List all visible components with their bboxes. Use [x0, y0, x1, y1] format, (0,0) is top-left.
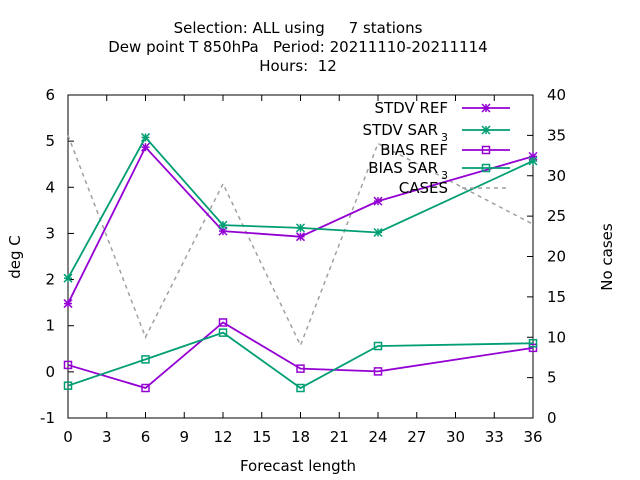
data-point-stdv-sar-3	[218, 220, 228, 230]
y2-tick-label: 10	[547, 328, 566, 346]
y-axis-label: deg C	[6, 235, 24, 279]
series-layer	[63, 132, 538, 393]
y2-tick-label: 20	[547, 248, 566, 266]
series-line-bias-ref	[67, 321, 534, 390]
y-tick-label: 5	[45, 132, 55, 150]
legend-item-stdv-sar-3: STDV SAR 3	[363, 121, 510, 144]
legend-label-subscript: 3	[441, 131, 448, 144]
legend-marker	[481, 103, 491, 113]
legend-item-bias-sar-3: BIAS SAR 3	[368, 159, 510, 182]
x-tick-label: 6	[141, 428, 151, 446]
data-point-stdv-ref	[295, 232, 306, 242]
data-point-bias-sar-3	[218, 328, 228, 337]
y2-axis-label: No cases	[598, 223, 616, 291]
y-tick-label: 3	[45, 224, 55, 242]
title-line-2: Dew point T 850hPa Period: 20211110-2021…	[108, 38, 487, 56]
x-tick-label: 36	[523, 428, 542, 446]
legend-item-cases: CASES	[399, 179, 510, 197]
data-point-bias-ref	[296, 364, 305, 373]
legend-label-subscript: 3	[441, 169, 448, 182]
data-point-bias-ref	[373, 367, 383, 376]
data-point-stdv-ref	[63, 299, 73, 309]
legend-item-stdv-ref: STDV REF	[374, 99, 510, 117]
data-point-bias-sar-3	[63, 381, 73, 390]
x-tick-label: 21	[330, 428, 349, 446]
legend-item-bias-ref: BIAS REF	[380, 141, 510, 159]
plot-frame	[67, 94, 534, 419]
y-tick-label: -1	[40, 409, 55, 427]
series-line-bias-sar-3	[67, 331, 534, 390]
data-point-bias-ref	[528, 343, 538, 353]
y-axis-left: -1 0 1 2 3 4 5 6	[40, 86, 74, 427]
legend-marker	[481, 145, 491, 155]
y-tick-label: 1	[45, 317, 55, 335]
data-point-bias-sar-3	[296, 383, 305, 393]
x-tick-label: 30	[446, 428, 465, 446]
legend-label: BIAS REF	[380, 141, 448, 159]
y2-tick-label: 25	[547, 207, 566, 225]
data-point-bias-ref	[63, 360, 73, 370]
data-point-stdv-ref	[140, 142, 151, 152]
legend-label: STDV REF	[374, 99, 448, 117]
y-axis-right: 0 5 10 15 20 25 30 35 40	[527, 86, 566, 427]
x-tick-label: 18	[291, 428, 310, 446]
y-tick-label: 2	[45, 271, 55, 289]
legend-label: STDV SAR	[363, 121, 438, 139]
data-point-bias-sar-3	[141, 355, 150, 364]
y2-tick-label: 5	[547, 369, 557, 387]
y-tick-label: 0	[45, 363, 55, 381]
legend-label: CASES	[399, 179, 448, 197]
series-bias-ref	[63, 318, 538, 393]
y2-tick-label: 15	[547, 288, 566, 306]
data-point-stdv-sar-3	[295, 223, 306, 233]
data-point-stdv-sar-3	[63, 273, 73, 283]
title-line-1: Selection: ALL using 7 stations	[174, 19, 423, 37]
y2-tick-label: 40	[547, 86, 566, 104]
x-axis: 0 3 6 9 12 15 18 21 24 27 30 33 36	[63, 95, 543, 446]
legend-marker	[481, 163, 491, 173]
title-line-3: Hours: 12	[259, 57, 337, 75]
x-tick-label: 9	[179, 428, 189, 446]
series-stdv-sar-3	[63, 132, 538, 283]
y-tick-label: 6	[45, 86, 55, 104]
data-point-bias-ref	[218, 318, 228, 327]
data-point-stdv-sar-3	[140, 132, 151, 142]
data-point-bias-ref	[141, 383, 150, 393]
y2-tick-label: 0	[547, 409, 557, 427]
x-tick-label: 0	[63, 428, 73, 446]
legend-label: BIAS SAR	[368, 159, 438, 177]
y2-tick-label: 35	[547, 126, 566, 144]
chart-title: Selection: ALL using 7 stations Dew poin…	[108, 19, 487, 75]
data-point-stdv-ref	[373, 196, 383, 206]
x-tick-label: 15	[252, 428, 271, 446]
x-tick-label: 24	[368, 428, 387, 446]
data-point-stdv-sar-3	[528, 156, 538, 166]
data-point-bias-sar-3	[373, 341, 383, 351]
x-tick-label: 12	[213, 428, 232, 446]
series-bias-sar-3	[63, 328, 538, 393]
x-tick-label: 3	[102, 428, 112, 446]
legend-marker	[481, 125, 491, 135]
x-tick-label: 27	[407, 428, 426, 446]
data-point-bias-sar-3	[528, 338, 538, 348]
series-line-stdv-sar-3	[67, 135, 534, 279]
x-tick-label: 33	[485, 428, 504, 446]
data-point-stdv-sar-3	[373, 227, 383, 238]
y-tick-label: 4	[45, 178, 55, 196]
series-line-stdv-ref	[67, 145, 534, 304]
x-axis-label: Forecast length	[240, 457, 356, 475]
y2-tick-label: 30	[547, 167, 566, 185]
